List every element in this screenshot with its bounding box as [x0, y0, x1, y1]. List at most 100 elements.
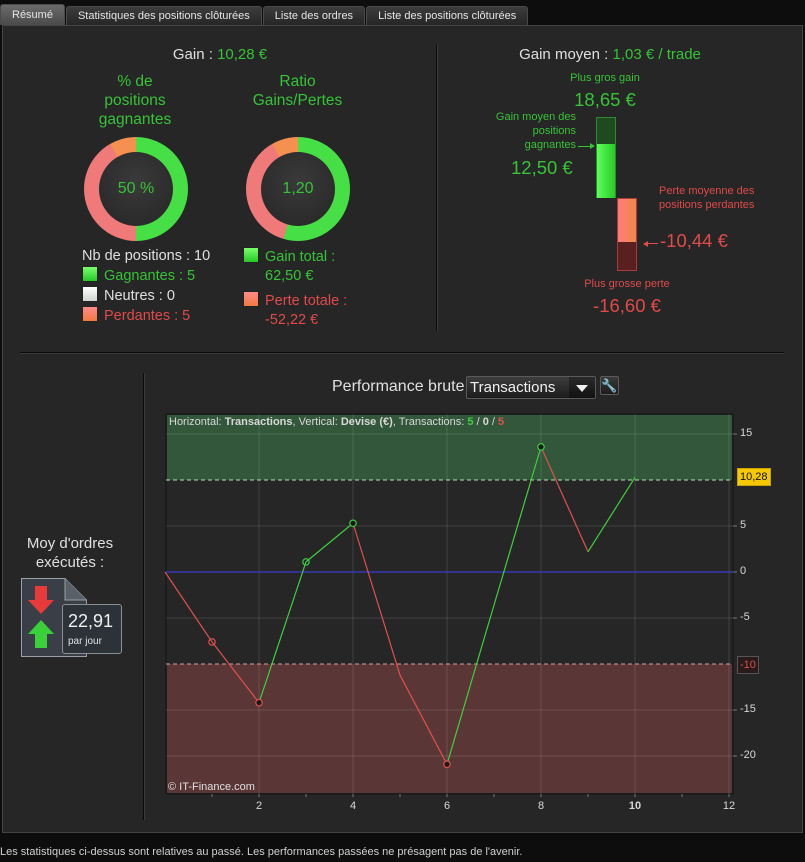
gain-segment [446, 604, 495, 765]
loss-segment [211, 641, 260, 704]
orders-value-box: 22,91 par jour [62, 604, 122, 654]
win-pct-value: 50 % [117, 180, 155, 197]
gain-total-label: Gain total : [265, 249, 336, 265]
max-gain-value: 18,65 € [574, 89, 636, 110]
horizontal-divider [20, 352, 784, 354]
performance-select-value: Transactions [470, 379, 556, 396]
x-tick-label: 8 [537, 800, 545, 812]
data-point [537, 443, 545, 451]
gain-label: Gain : [172, 46, 213, 63]
avg-win-value: 12,50 € [511, 157, 573, 178]
data-point [349, 519, 357, 528]
avg-win-arrow [578, 146, 594, 147]
disclaimer: Les statistiques ci-dessus sont relative… [0, 846, 523, 858]
ratio-donut: 1,20 [246, 137, 350, 241]
data-point [443, 760, 451, 769]
tab-resume[interactable]: Résumé [0, 4, 65, 25]
gain-value: 10,28 € [217, 46, 268, 63]
avg-win-label: Gain moyen des positions gagnantes [495, 111, 576, 151]
chart-info: Horizontal: Transactions, Vertical: Devi… [169, 416, 505, 428]
up-arrow-icon [28, 620, 54, 648]
x-tick-label: 10 [628, 800, 642, 812]
avg-loss-bar [618, 199, 636, 242]
current-gain-badge: 10,28 [737, 468, 771, 486]
positions-legend: Nb de positions : 10 Gagnantes : 5 Neutr… [82, 247, 210, 326]
performance-chart [164, 413, 737, 797]
wrench-icon[interactable]: 🔧 [600, 376, 619, 395]
chevron-down-icon[interactable] [569, 377, 595, 398]
max-gain-label: Plus gros gain [570, 72, 640, 84]
gain-total-value: 62,50 € [265, 268, 314, 284]
avg-gain-label: Gain moyen : [519, 46, 609, 63]
y-tick-label: -5 [740, 611, 750, 623]
performance-label: Performance brute [332, 378, 465, 395]
max-loss-label: Plus grosse perte [584, 278, 670, 290]
chart-t-sep: / [476, 416, 480, 428]
data-point [302, 558, 310, 566]
totals-legend: Gain total : 62,50 € Perte totale : -52,… [243, 247, 347, 330]
chart-t-sep: / [491, 416, 495, 428]
avg-gain-summary: Gain moyen : 1,03 € / trade [460, 46, 760, 63]
donut-hole [261, 152, 335, 226]
tab-orders-list[interactable]: Liste des ordres [262, 6, 366, 25]
loss-segment [164, 571, 213, 643]
avg-loss-value: -10,44 € [660, 230, 728, 251]
chart-t-win: 5 [467, 416, 474, 428]
orders-unit: par jour [68, 636, 102, 647]
loss-total-value: -52,22 € [265, 312, 319, 328]
chart-t-loss: 5 [498, 416, 505, 428]
avg-loss-arrow [646, 243, 658, 244]
loss-total-swatch [243, 291, 259, 307]
loss-segment [540, 446, 589, 553]
orders-title: Moy d'ordres exécutés : [26, 535, 114, 571]
gain-segment [305, 522, 354, 563]
loss-zone [167, 664, 732, 793]
gain-segment [587, 477, 636, 553]
ratio-title: Ratio Gains/Pertes [252, 73, 343, 109]
tab-closed-positions-stats[interactable]: Statistiques des positions clôturées [65, 6, 262, 25]
avg-loss-label: Perte moyenne des positions perdantes [659, 185, 755, 211]
tab-closed-positions-list[interactable]: Liste des positions clôturées [366, 6, 529, 25]
orders-value: 22,91 [68, 611, 114, 631]
losing-swatch [82, 306, 98, 322]
losing-count: Perdantes : 5 [104, 308, 191, 324]
arrow-left-icon [643, 241, 648, 247]
y-tick-label: 0 [740, 565, 747, 577]
vertical-divider [436, 44, 438, 331]
avg-gain-value: 1,03 € / trade [612, 46, 701, 63]
loss-segment [399, 674, 448, 765]
x-tick-label: 2 [255, 800, 263, 812]
loss-segment [352, 523, 401, 676]
data-point [208, 638, 216, 646]
win-pct-title: % de positions gagnantes [98, 73, 172, 128]
chart-h-value: Transactions [224, 416, 293, 428]
chart-v-label: Vertical: [298, 416, 338, 428]
nb-positions: Nb de positions : 10 [82, 248, 211, 264]
loss-threshold-badge: -10 [737, 656, 759, 674]
tab-bar: Résumé Statistiques des positions clôtur… [0, 4, 529, 26]
chart-copyright: © IT-Finance.com [168, 781, 255, 793]
avg-win-bar [597, 144, 615, 198]
y-tick-label: -20 [740, 749, 756, 761]
y-tick-label: 5 [740, 519, 747, 531]
arrow-right-icon [590, 143, 595, 149]
performance-select[interactable]: Transactions [466, 376, 596, 399]
gain-summary: Gain : 10,28 € [100, 46, 340, 63]
gain-segment [258, 561, 307, 703]
y-tick-label: -15 [740, 703, 756, 715]
down-arrow-icon [28, 586, 54, 614]
data-point [255, 698, 263, 707]
chart-t-neutral: 0 [482, 416, 489, 428]
gain-segment [493, 446, 542, 606]
chart-v-value: Devise (€) [340, 416, 393, 428]
x-tick-label: 12 [722, 800, 736, 812]
neutral-swatch [82, 286, 98, 302]
donut-hole [99, 152, 173, 226]
gain-total-swatch [243, 247, 259, 263]
x-tick-label: 6 [443, 800, 451, 812]
winning-swatch [82, 266, 98, 282]
ratio-value: 1,20 [282, 180, 314, 197]
y-tick-label: 15 [740, 427, 753, 439]
win-pct-donut: 50 % [84, 137, 188, 241]
winning-count: Gagnantes : 5 [104, 268, 196, 284]
